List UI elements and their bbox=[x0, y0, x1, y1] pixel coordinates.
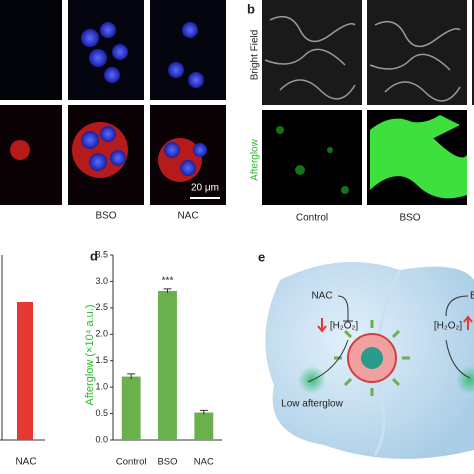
significance: *** bbox=[162, 275, 174, 286]
bar bbox=[158, 290, 177, 440]
agent-label: B bbox=[470, 291, 474, 302]
y-tick-label: 2.5 bbox=[95, 302, 108, 312]
panel-label: e bbox=[258, 249, 265, 264]
bar bbox=[121, 376, 141, 440]
panel-a-images: 20 μm BSO NAC bbox=[0, 0, 226, 222]
column-label: BSO bbox=[399, 213, 420, 224]
panel-c: NAC bbox=[0, 255, 45, 468]
panel-e: e NAC [H₂O₂] Low afterglow B [H₂O₂] bbox=[258, 249, 474, 459]
agent-label: NAC bbox=[311, 291, 332, 302]
error-bar bbox=[127, 373, 136, 380]
y-tick-label: 1.0 bbox=[95, 382, 108, 392]
chart-d: d Afterglow (×10⁴ a.u.) 0.0 0.5 1.0 1.5 2.0 2… bbox=[84, 248, 222, 468]
y-axis-label: Afterglow (×10⁴ a.u.) bbox=[84, 304, 96, 405]
y-tick-label: 3.5 bbox=[95, 249, 108, 259]
h2o2-label: [H₂O₂] bbox=[330, 321, 359, 332]
x-tick-label: Control bbox=[116, 457, 147, 468]
error-bar bbox=[163, 288, 172, 294]
x-tick-label: NAC bbox=[15, 457, 36, 468]
y-tick-label: 3.0 bbox=[95, 276, 108, 286]
panel-b: b Bright Field Afterglow Control BSO bbox=[247, 0, 474, 224]
panel-label: b bbox=[247, 1, 255, 16]
y-tick-label: 1.5 bbox=[95, 355, 108, 365]
column-label: Control bbox=[296, 213, 328, 224]
error-bar bbox=[199, 409, 208, 415]
h2o2-label: [H₂O₂] bbox=[434, 321, 463, 332]
y-tick-label: 0.5 bbox=[95, 408, 108, 418]
x-tick-label: BSO bbox=[157, 457, 177, 468]
y-tick-label: 2.0 bbox=[95, 329, 108, 339]
row-label: Afterglow bbox=[250, 138, 261, 180]
bar-fragment bbox=[17, 302, 33, 440]
column-label: BSO bbox=[95, 211, 116, 222]
scale-bar-label: 20 μm bbox=[191, 183, 219, 194]
column-label: NAC bbox=[177, 211, 198, 222]
x-tick-label: NAC bbox=[194, 457, 214, 468]
bar bbox=[194, 412, 214, 440]
panel-label: d bbox=[90, 248, 98, 263]
row-label: Bright Field bbox=[250, 30, 261, 81]
nanoparticle bbox=[334, 320, 410, 396]
result-label: Low afterglow bbox=[281, 399, 343, 410]
y-tick-label: 0.0 bbox=[95, 434, 108, 444]
